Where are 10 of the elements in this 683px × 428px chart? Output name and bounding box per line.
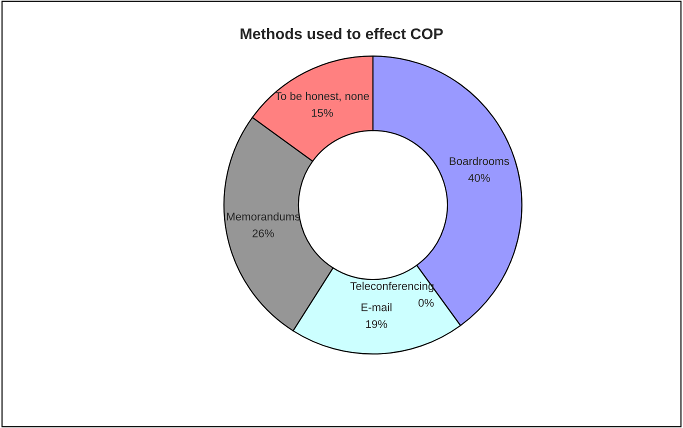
category-label: Teleconferencing	[350, 282, 434, 292]
data-label: 26%	[252, 229, 274, 238]
chart-title: Methods used to effect COP	[240, 28, 443, 40]
slice-label: To be honest, none	[275, 92, 369, 102]
slice-label: E-mail	[362, 303, 392, 312]
text: 0%	[418, 298, 434, 307]
data-label: 15%	[312, 109, 333, 117]
data-label: 40%	[468, 174, 490, 182]
data-label: 19%	[366, 320, 388, 328]
slice-label: Boardrooms	[450, 156, 510, 166]
